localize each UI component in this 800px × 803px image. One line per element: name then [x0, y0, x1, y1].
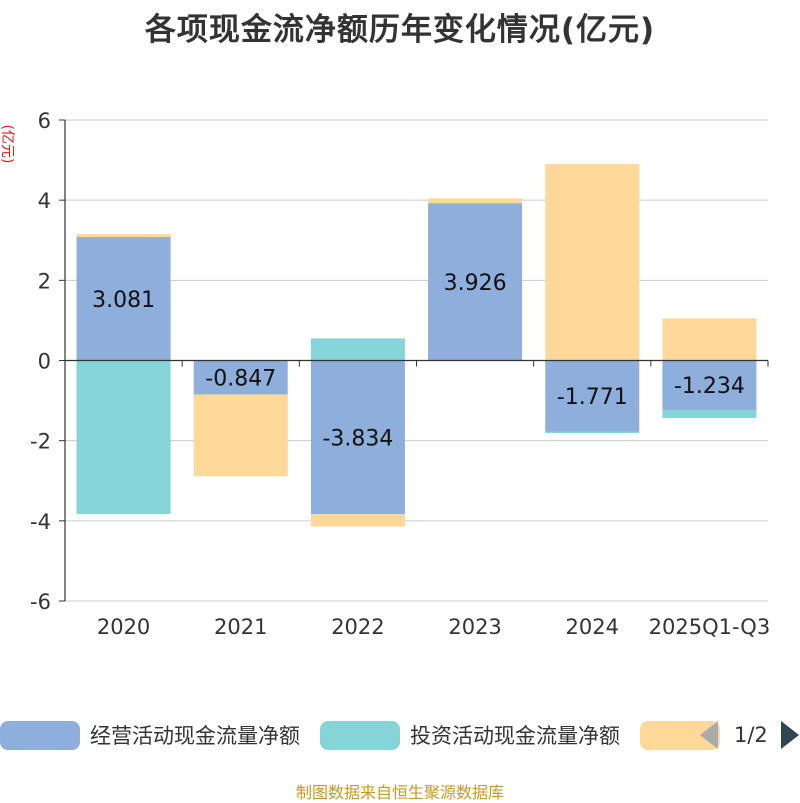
bar-segment: [311, 514, 405, 526]
y-tick-label: -4: [30, 510, 51, 534]
x-tick-label: 2022: [331, 615, 384, 639]
legend: 经营活动现金流量净额 投资活动现金流量净额: [0, 717, 750, 753]
bar-segment: [77, 234, 171, 237]
data-label: -3.834: [322, 426, 393, 451]
legend-next-page-icon[interactable]: [781, 721, 799, 749]
data-label: 3.926: [444, 271, 507, 296]
chart-plot: -6 -4 -2 0 2 4 6 3.081 -0.847 -3.834 3.926 -1.771 -1…: [0, 0, 800, 700]
y-tick-label: -2: [30, 430, 51, 454]
data-label: -1.234: [674, 374, 745, 399]
legend-label-operating: 经营活动现金流量净额: [90, 720, 300, 750]
legend-item-operating[interactable]: 经营活动现金流量净额: [0, 720, 300, 750]
y-tick-label: -6: [30, 590, 51, 614]
y-tick-label: 2: [38, 269, 51, 293]
legend-pager: 1/2: [700, 717, 799, 753]
source-note: 制图数据来自恒生聚源数据库: [0, 779, 800, 803]
bar-segment: [428, 198, 522, 203]
data-label: 3.081: [92, 288, 155, 313]
x-tick-label: 2025Q1-Q3: [649, 615, 771, 639]
bar-segment: [311, 338, 405, 360]
y-tick-label: 6: [38, 109, 51, 133]
bar-segment: [662, 410, 756, 418]
bar-segment: [545, 431, 639, 433]
bar-segment: [662, 318, 756, 360]
x-tick-label: 2023: [448, 615, 501, 639]
legend-prev-page-icon[interactable]: [700, 721, 718, 749]
x-tick-label: 2020: [97, 615, 150, 639]
bar-segment: [545, 164, 639, 360]
bar-segment: [77, 361, 171, 515]
x-tick-label: 2024: [566, 615, 619, 639]
data-label: -1.771: [557, 385, 628, 410]
legend-swatch-operating: [0, 721, 80, 750]
x-tick-label: 2021: [214, 615, 267, 639]
legend-page-indicator: 1/2: [734, 723, 768, 747]
data-label: -0.847: [205, 366, 276, 391]
legend-label-investing: 投资活动现金流量净额: [410, 720, 620, 750]
bar-segment: [194, 394, 288, 476]
y-tick-label: 0: [38, 350, 51, 374]
legend-swatch-investing: [320, 721, 400, 750]
y-tick-label: 4: [38, 189, 51, 213]
legend-item-investing[interactable]: 投资活动现金流量净额: [320, 720, 620, 750]
